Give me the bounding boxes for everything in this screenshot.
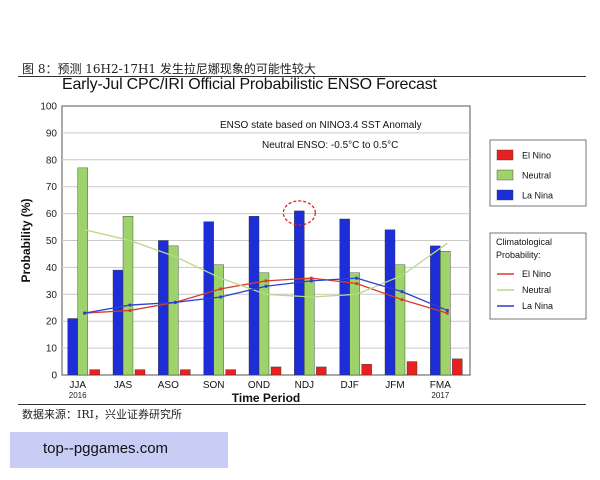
bar-el-nino xyxy=(452,358,463,376)
climatology-legend-label-la-nina: La Nina xyxy=(522,301,553,311)
climatology-legend-label-el-nino: El Nino xyxy=(522,269,551,279)
bottom-rule xyxy=(18,404,586,405)
x-tick-label: OND xyxy=(248,380,270,391)
y-axis-title: Probability (%) xyxy=(19,198,33,282)
legend-label-el-nino: El Nino xyxy=(522,151,551,161)
bar-el-nino xyxy=(316,366,327,376)
climatology-point xyxy=(445,308,449,313)
x-axis-title: Time Period xyxy=(232,391,300,404)
enso-forecast-chart: 0 10 20 30 40 50 60 70 80 90 100 JJA JAS ASO SON OND NDJ… xyxy=(19,102,587,404)
bar-neutral xyxy=(168,245,179,376)
bar-neutral xyxy=(394,264,406,376)
x-tick-label: SON xyxy=(203,380,225,391)
chart-title: Early-Jul CPC/IRI Official Probabilistic… xyxy=(62,76,437,93)
climatology-legend-box xyxy=(489,232,587,320)
note-neutral-range: Neutral ENSO: -0.5°C to 0.5°C xyxy=(262,140,398,151)
y-tick-label: 20 xyxy=(46,317,58,328)
figure-caption: 图 8：预测 16H2-17H1 发生拉尼娜现象的可能性较大 xyxy=(22,62,316,76)
highlight-ellipse xyxy=(282,200,316,226)
bar-el-nino xyxy=(361,364,372,376)
climatology-point xyxy=(309,279,313,283)
x-tick-label: DJF xyxy=(340,380,358,391)
climatology-point xyxy=(219,295,223,299)
climatology-point xyxy=(264,279,268,283)
legend-swatch-neutral xyxy=(496,169,514,181)
x-tick-label: FMA xyxy=(430,380,451,391)
climatology-point xyxy=(400,298,404,302)
bar-neutral xyxy=(213,264,224,376)
legend-label-la-nina: La Nina xyxy=(522,191,553,201)
climatology-point xyxy=(400,290,404,294)
bar-el-nino xyxy=(225,369,236,376)
bar-el-nino xyxy=(89,369,100,376)
bar-el-nino xyxy=(180,369,191,376)
note-enso-state: ENSO state based on NINO3.4 SST Anomaly xyxy=(220,120,422,131)
bar-neutral xyxy=(122,216,134,376)
climatology-point xyxy=(173,300,177,304)
bar-la-nina xyxy=(158,240,169,376)
legend-swatch-el-nino xyxy=(496,149,514,161)
climatology-point xyxy=(445,311,449,315)
y-tick-label: 30 xyxy=(46,290,58,301)
bar-neutral xyxy=(349,272,360,376)
y-tick-label: 90 xyxy=(46,128,58,139)
bar-la-nina xyxy=(112,269,124,376)
climatology-point xyxy=(83,311,87,315)
y-tick-label: 60 xyxy=(46,209,58,220)
climatology-point xyxy=(128,303,132,307)
y-tick-label: 50 xyxy=(46,236,58,247)
climatology-point xyxy=(219,287,223,291)
x-tick-label: ASO xyxy=(158,380,179,391)
climatology-legend-label-neutral: Neutral xyxy=(522,285,551,295)
x-tick-label: JJA xyxy=(69,380,86,391)
bar-la-nina xyxy=(384,229,396,376)
bar-la-nina xyxy=(294,210,305,376)
y-tick-label: 10 xyxy=(46,344,58,355)
bar-la-nina xyxy=(339,218,350,376)
y-tick-label: 100 xyxy=(40,102,57,113)
site-banner[interactable]: top--pggames.com xyxy=(10,432,228,468)
climatology-line-neutral xyxy=(84,229,448,298)
legend-swatch-la-nina xyxy=(496,189,514,201)
bar-el-nino xyxy=(406,361,418,376)
climatology-point xyxy=(128,308,132,313)
bar-el-nino xyxy=(270,366,282,376)
climatology-point xyxy=(355,276,359,280)
x-tick-label: JAS xyxy=(114,380,133,391)
bar-neutral xyxy=(304,277,315,376)
climatology-point xyxy=(264,284,268,288)
bar-neutral xyxy=(77,167,88,376)
top-rule xyxy=(18,76,586,77)
climatology-point xyxy=(355,281,359,286)
bar-la-nina xyxy=(67,318,78,376)
year-label: 2017 xyxy=(431,391,449,400)
y-tick-label: 80 xyxy=(46,155,58,166)
x-tick-label: JFM xyxy=(385,380,404,391)
legend-label-neutral: Neutral xyxy=(522,171,551,181)
data-source: 数据来源：IRI，兴业证券研究所 xyxy=(22,408,182,421)
x-tick-label: NDJ xyxy=(295,380,314,391)
climatology-point xyxy=(309,276,313,280)
bar-neutral xyxy=(258,272,270,376)
y-tick-label: 0 xyxy=(51,371,57,382)
year-label: 2016 xyxy=(69,391,87,400)
y-tick-label: 40 xyxy=(46,263,58,274)
climatology-legend-title: Probability: xyxy=(496,250,541,260)
site-link[interactable]: top--pggames.com xyxy=(43,440,169,457)
climatology-legend-title: Climatological xyxy=(496,237,552,247)
bar-la-nina xyxy=(248,216,260,376)
y-tick-label: 70 xyxy=(46,182,58,193)
bar-el-nino xyxy=(134,369,146,376)
